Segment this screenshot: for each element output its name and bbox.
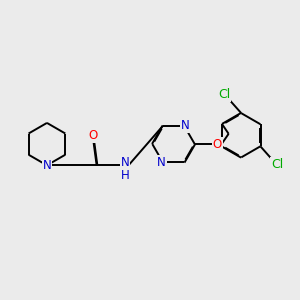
- Text: H: H: [121, 169, 129, 182]
- Text: O: O: [213, 138, 222, 151]
- Text: N: N: [121, 157, 129, 169]
- Text: Cl: Cl: [272, 158, 284, 171]
- Text: N: N: [181, 119, 190, 132]
- Text: Cl: Cl: [218, 88, 230, 101]
- Text: N: N: [157, 156, 166, 169]
- Text: N: N: [43, 159, 51, 172]
- Text: O: O: [89, 129, 98, 142]
